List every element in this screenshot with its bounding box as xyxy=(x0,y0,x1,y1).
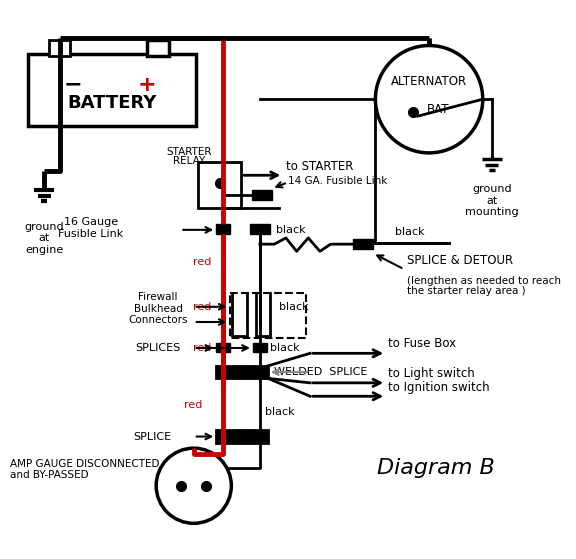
Text: BAT: BAT xyxy=(427,103,449,116)
Text: +: + xyxy=(138,75,157,95)
Text: red: red xyxy=(194,343,211,353)
Text: AMP GAUGE DISCONNECTED: AMP GAUGE DISCONNECTED xyxy=(10,459,160,469)
Text: ALTERNATOR: ALTERNATOR xyxy=(391,75,467,88)
Text: the starter relay area ): the starter relay area ) xyxy=(407,286,525,296)
Bar xyxy=(353,239,373,249)
Text: SPLICE & DETOUR: SPLICE & DETOUR xyxy=(407,254,513,267)
Text: red: red xyxy=(194,257,211,267)
Text: red: red xyxy=(194,302,211,312)
Text: to Ignition switch: to Ignition switch xyxy=(388,381,490,394)
Text: ground
at
mounting: ground at mounting xyxy=(465,184,518,217)
Text: 14 GA. Fusible Link: 14 GA. Fusible Link xyxy=(287,176,387,186)
Bar xyxy=(216,430,268,443)
Text: STARTER: STARTER xyxy=(166,148,212,158)
Bar xyxy=(252,191,272,200)
Bar xyxy=(230,293,306,338)
Text: black: black xyxy=(395,227,425,237)
Text: and BY-PASSED: and BY-PASSED xyxy=(10,470,89,480)
Text: RELAY: RELAY xyxy=(173,157,206,167)
Text: 16 Gauge
Fusible Link: 16 Gauge Fusible Link xyxy=(58,217,123,239)
Bar xyxy=(198,162,241,209)
Bar xyxy=(216,366,268,378)
Text: black: black xyxy=(276,225,306,235)
Bar xyxy=(28,54,196,126)
Text: Diagram B: Diagram B xyxy=(377,458,495,478)
Bar xyxy=(216,343,230,352)
Text: to Light switch: to Light switch xyxy=(388,367,475,380)
Bar xyxy=(147,40,169,56)
Bar xyxy=(216,225,230,234)
Text: SPLICE: SPLICE xyxy=(133,432,172,442)
Text: to STARTER: to STARTER xyxy=(286,159,353,173)
Text: ground
at
engine: ground at engine xyxy=(25,222,64,255)
Circle shape xyxy=(156,448,232,523)
Bar xyxy=(49,40,70,56)
Text: red: red xyxy=(184,400,203,410)
Text: black: black xyxy=(266,408,295,418)
Text: BATTERY: BATTERY xyxy=(67,94,157,112)
Text: to Fuse Box: to Fuse Box xyxy=(388,337,456,350)
Text: (lengthen as needed to reach: (lengthen as needed to reach xyxy=(407,276,560,286)
Text: Firewall
Bulkhead
Connectors: Firewall Bulkhead Connectors xyxy=(128,292,188,325)
Bar xyxy=(250,225,270,234)
Text: black: black xyxy=(270,343,300,353)
Text: black: black xyxy=(279,302,308,312)
Text: −: − xyxy=(64,75,82,95)
Bar xyxy=(253,343,267,352)
Text: WELDED  SPLICE: WELDED SPLICE xyxy=(274,367,367,377)
Text: SPLICES: SPLICES xyxy=(135,343,181,353)
Circle shape xyxy=(376,45,483,153)
